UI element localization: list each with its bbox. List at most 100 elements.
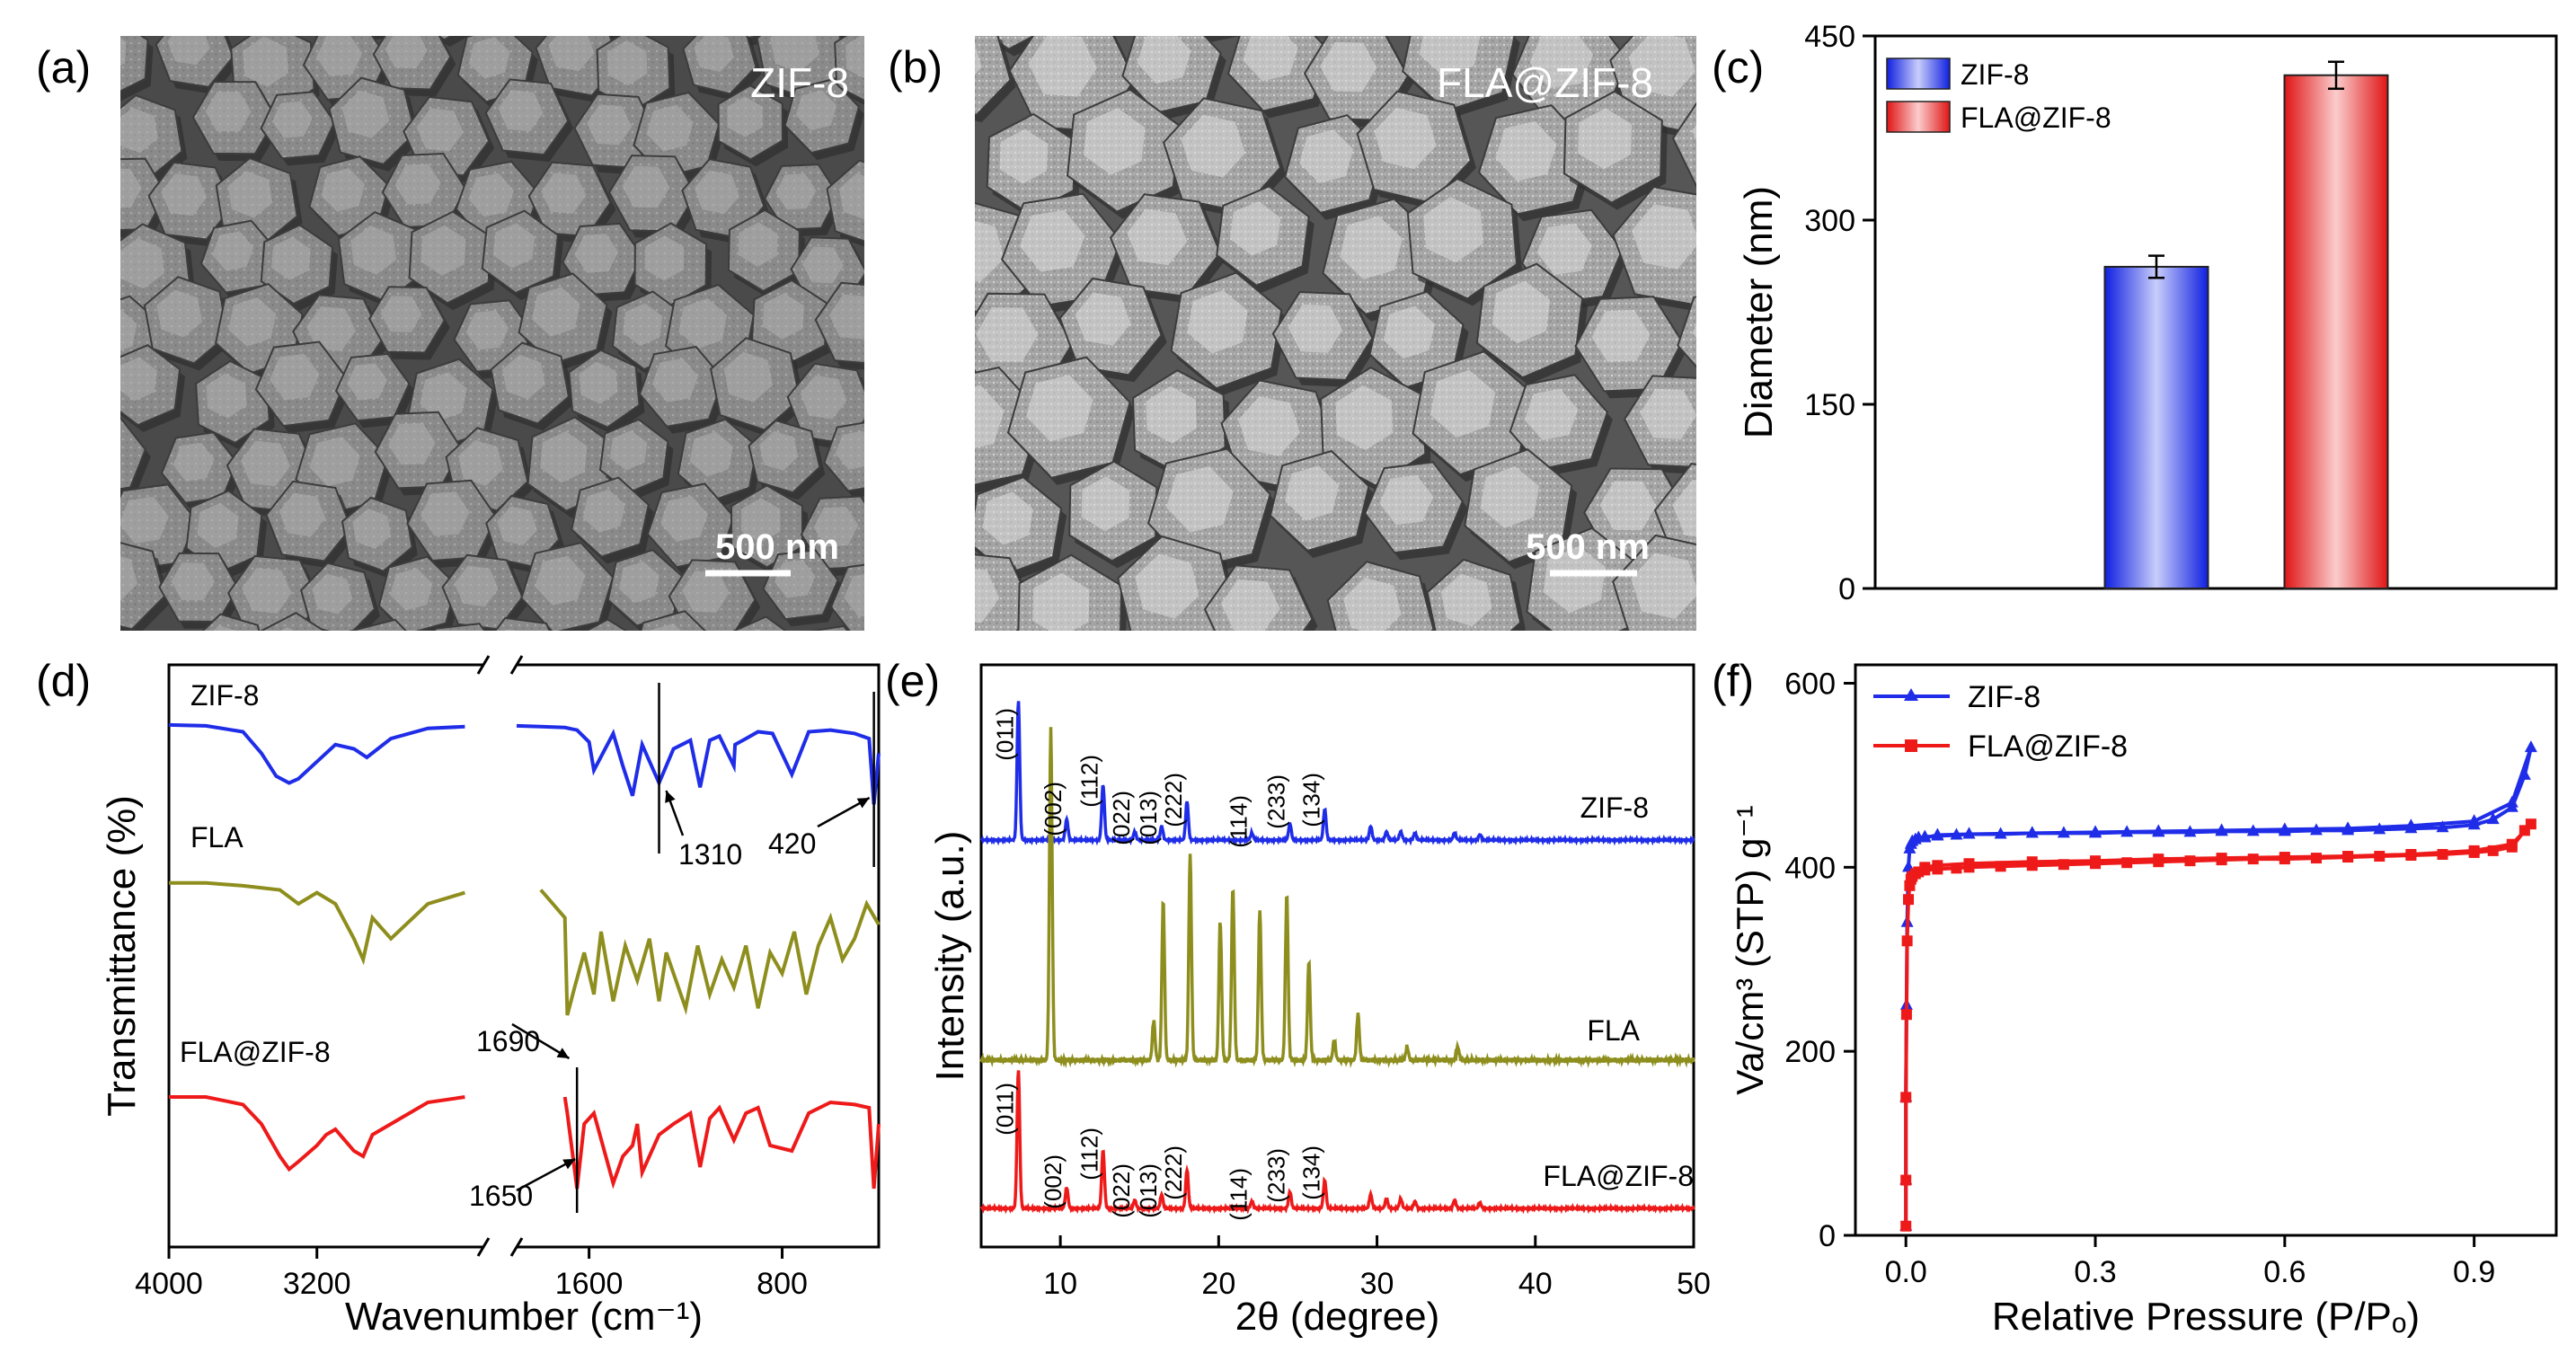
chart-d-annotation-arrowhead (856, 798, 870, 809)
chart-d-xtick-label: 3200 (283, 1267, 351, 1301)
chart-f-point-fla-zif8 (2342, 851, 2354, 862)
chart-c-frame (1873, 34, 2558, 590)
fla-zif8-crystal (848, 296, 964, 402)
zif8-crystal-facet (504, 629, 519, 631)
chart-d-frame-right (517, 663, 881, 1249)
zif8-crystal-facet (579, 361, 618, 404)
chart-c-bar-fla-zif8 (2283, 74, 2389, 589)
chart-e-frame (979, 663, 1695, 1249)
chart-d-annotation-arrowhead (556, 1048, 570, 1058)
fla-zif8-crystal-facet (1229, 201, 1281, 256)
chart-d-ftir: 4000 3200 1600 800 Wavenumber (cm⁻¹) Transmit… (100, 655, 881, 1339)
fla-zif8-crystal (1464, 0, 1571, 31)
chart-f-point-fla-zif8 (1995, 861, 2006, 872)
chart-e-hkl-label: (013) (1135, 791, 1162, 845)
zif8-crystal-facet (120, 107, 158, 154)
fla-zif8-crystal-facet (1285, 465, 1340, 521)
zif8-crystal-facet (468, 172, 514, 217)
zif8-crystal (577, 0, 642, 32)
sem-image-a: ZIF-8 500 nm (51, 0, 864, 711)
fla-zif8-crystal-facet (875, 461, 937, 530)
chart-e-hkl-label: (002) (1040, 782, 1067, 836)
fla-zif8-crystal-facet (1181, 114, 1245, 178)
zif8-crystal-shadow (265, 0, 348, 32)
zif8-crystal-facet (689, 431, 733, 477)
fla-zif8-crystal-facet (982, 491, 1033, 545)
fla-zif8-crystal-facet (1243, 36, 1298, 82)
zif8-crystal-facet (206, 373, 247, 419)
zif8-crystal-facet (845, 36, 864, 79)
chart-f-xtick-label: 0.9 (2453, 1255, 2495, 1289)
zif8-crystal-shadow (608, 36, 622, 40)
zif8-crystal-facet (813, 506, 859, 547)
zif8-crystal-facet (341, 90, 390, 138)
fla-zif8-crystal-facet (1632, 204, 1696, 270)
chart-f-ytick-label: 600 (1784, 667, 1836, 701)
chart-f-point-fla-zif8 (1963, 858, 1975, 870)
fla-zif8-crystal-facet (1578, 108, 1632, 170)
fla-zif8-crystal-facet (1288, 304, 1343, 353)
fla-zif8-crystal-facet (1692, 322, 1696, 338)
zif8-crystal-facet (498, 90, 544, 132)
zif8-crystal-facet (167, 36, 210, 66)
fla-zif8-crystal-facet (973, 0, 1031, 13)
zif8-crystal-facet (416, 108, 464, 152)
chart-e-xtick-label: 40 (1518, 1267, 1553, 1301)
chart-f-point-fla-zif8 (2058, 859, 2069, 871)
chart-e-xtick-label: 10 (1043, 1267, 1077, 1301)
zif8-crystal-facet (347, 363, 387, 401)
fla-zif8-crystal-facet (1529, 36, 1594, 88)
chart-f-point-fla-zif8 (2247, 854, 2259, 865)
zif8-crystal-shadow (132, 0, 202, 33)
fla-zif8-crystal-facet (1440, 573, 1492, 627)
fla-zif8-crystal-shadow (1070, 0, 1164, 22)
chart-f-point-fla-zif8 (2279, 852, 2290, 863)
zif8-crystal-facet (835, 430, 864, 470)
chart-d-line-zif8-left (168, 722, 465, 785)
chart-d-series-label-fla: FLA (190, 821, 243, 854)
fla-zif8-crystal-shadow (1665, 0, 1766, 31)
zif8-crystal-facet (577, 633, 622, 685)
chart-f-point-fla-zif8 (1901, 935, 1913, 947)
fla-zif8-crystal-facet (1374, 107, 1437, 170)
zif8-crystal-facet (587, 0, 623, 10)
zif8-crystal-facet (531, 287, 580, 337)
chart-c-ytick-label: 450 (1804, 20, 1855, 54)
zif8-crystal-facet (723, 351, 773, 402)
zif8-crystal-facet (802, 0, 844, 8)
chart-e-line-fla (979, 727, 1695, 1069)
panel-labels: (a) (b) (c) (d) (e) (f) (36, 42, 1764, 706)
fla-zif8-crystal-facet (975, 43, 982, 75)
chart-f-legend-marker (1905, 739, 1917, 752)
chart-e-ylabel: Intensity (a.u.) (928, 831, 972, 1082)
zif8-crystal-facet (454, 565, 499, 607)
fla-zif8-crystal-facet (1419, 36, 1481, 76)
chart-f-point-zif8 (2120, 825, 2134, 837)
zif8-crystal-facet (420, 491, 470, 536)
zif8-crystal-facet (343, 0, 387, 12)
zif8-crystal-facet (227, 171, 273, 218)
zif8-crystal-shadow (832, 36, 845, 40)
sem-b-sample-label: FLA@ZIF-8 (1437, 59, 1653, 106)
zif8-crystal-shadow (51, 221, 120, 297)
panel-label-e: (e) (885, 656, 940, 706)
zif8-crystal-facet (350, 226, 396, 275)
zif8-crystal (128, 633, 197, 711)
zif8-crystal-facet (120, 445, 121, 448)
chart-f-point-fla-zif8 (1951, 862, 1962, 874)
zif8-crystal-shadow (280, 620, 318, 631)
panel-label-c: (c) (1712, 42, 1764, 93)
chart-d-xtick-label: 4000 (135, 1267, 203, 1301)
zif8-crystal-facet (618, 561, 659, 604)
chart-f-point-fla-zif8 (2153, 854, 2164, 865)
chart-c-legend-swatch (1886, 57, 1951, 90)
fla-zif8-crystal-facet (1083, 108, 1146, 175)
chart-e-xlabel: 2θ (degree) (1235, 1295, 1439, 1339)
sem-b-particles (848, 0, 1766, 631)
chart-f-point-fla-zif8 (1900, 1220, 1912, 1232)
fla-zif8-crystal-facet (1343, 577, 1402, 631)
fla-zif8-crystal-facet (1019, 209, 1085, 272)
chart-f-point-zif8 (2246, 824, 2260, 836)
chart-f-xtick-label: 0.6 (2263, 1255, 2306, 1289)
